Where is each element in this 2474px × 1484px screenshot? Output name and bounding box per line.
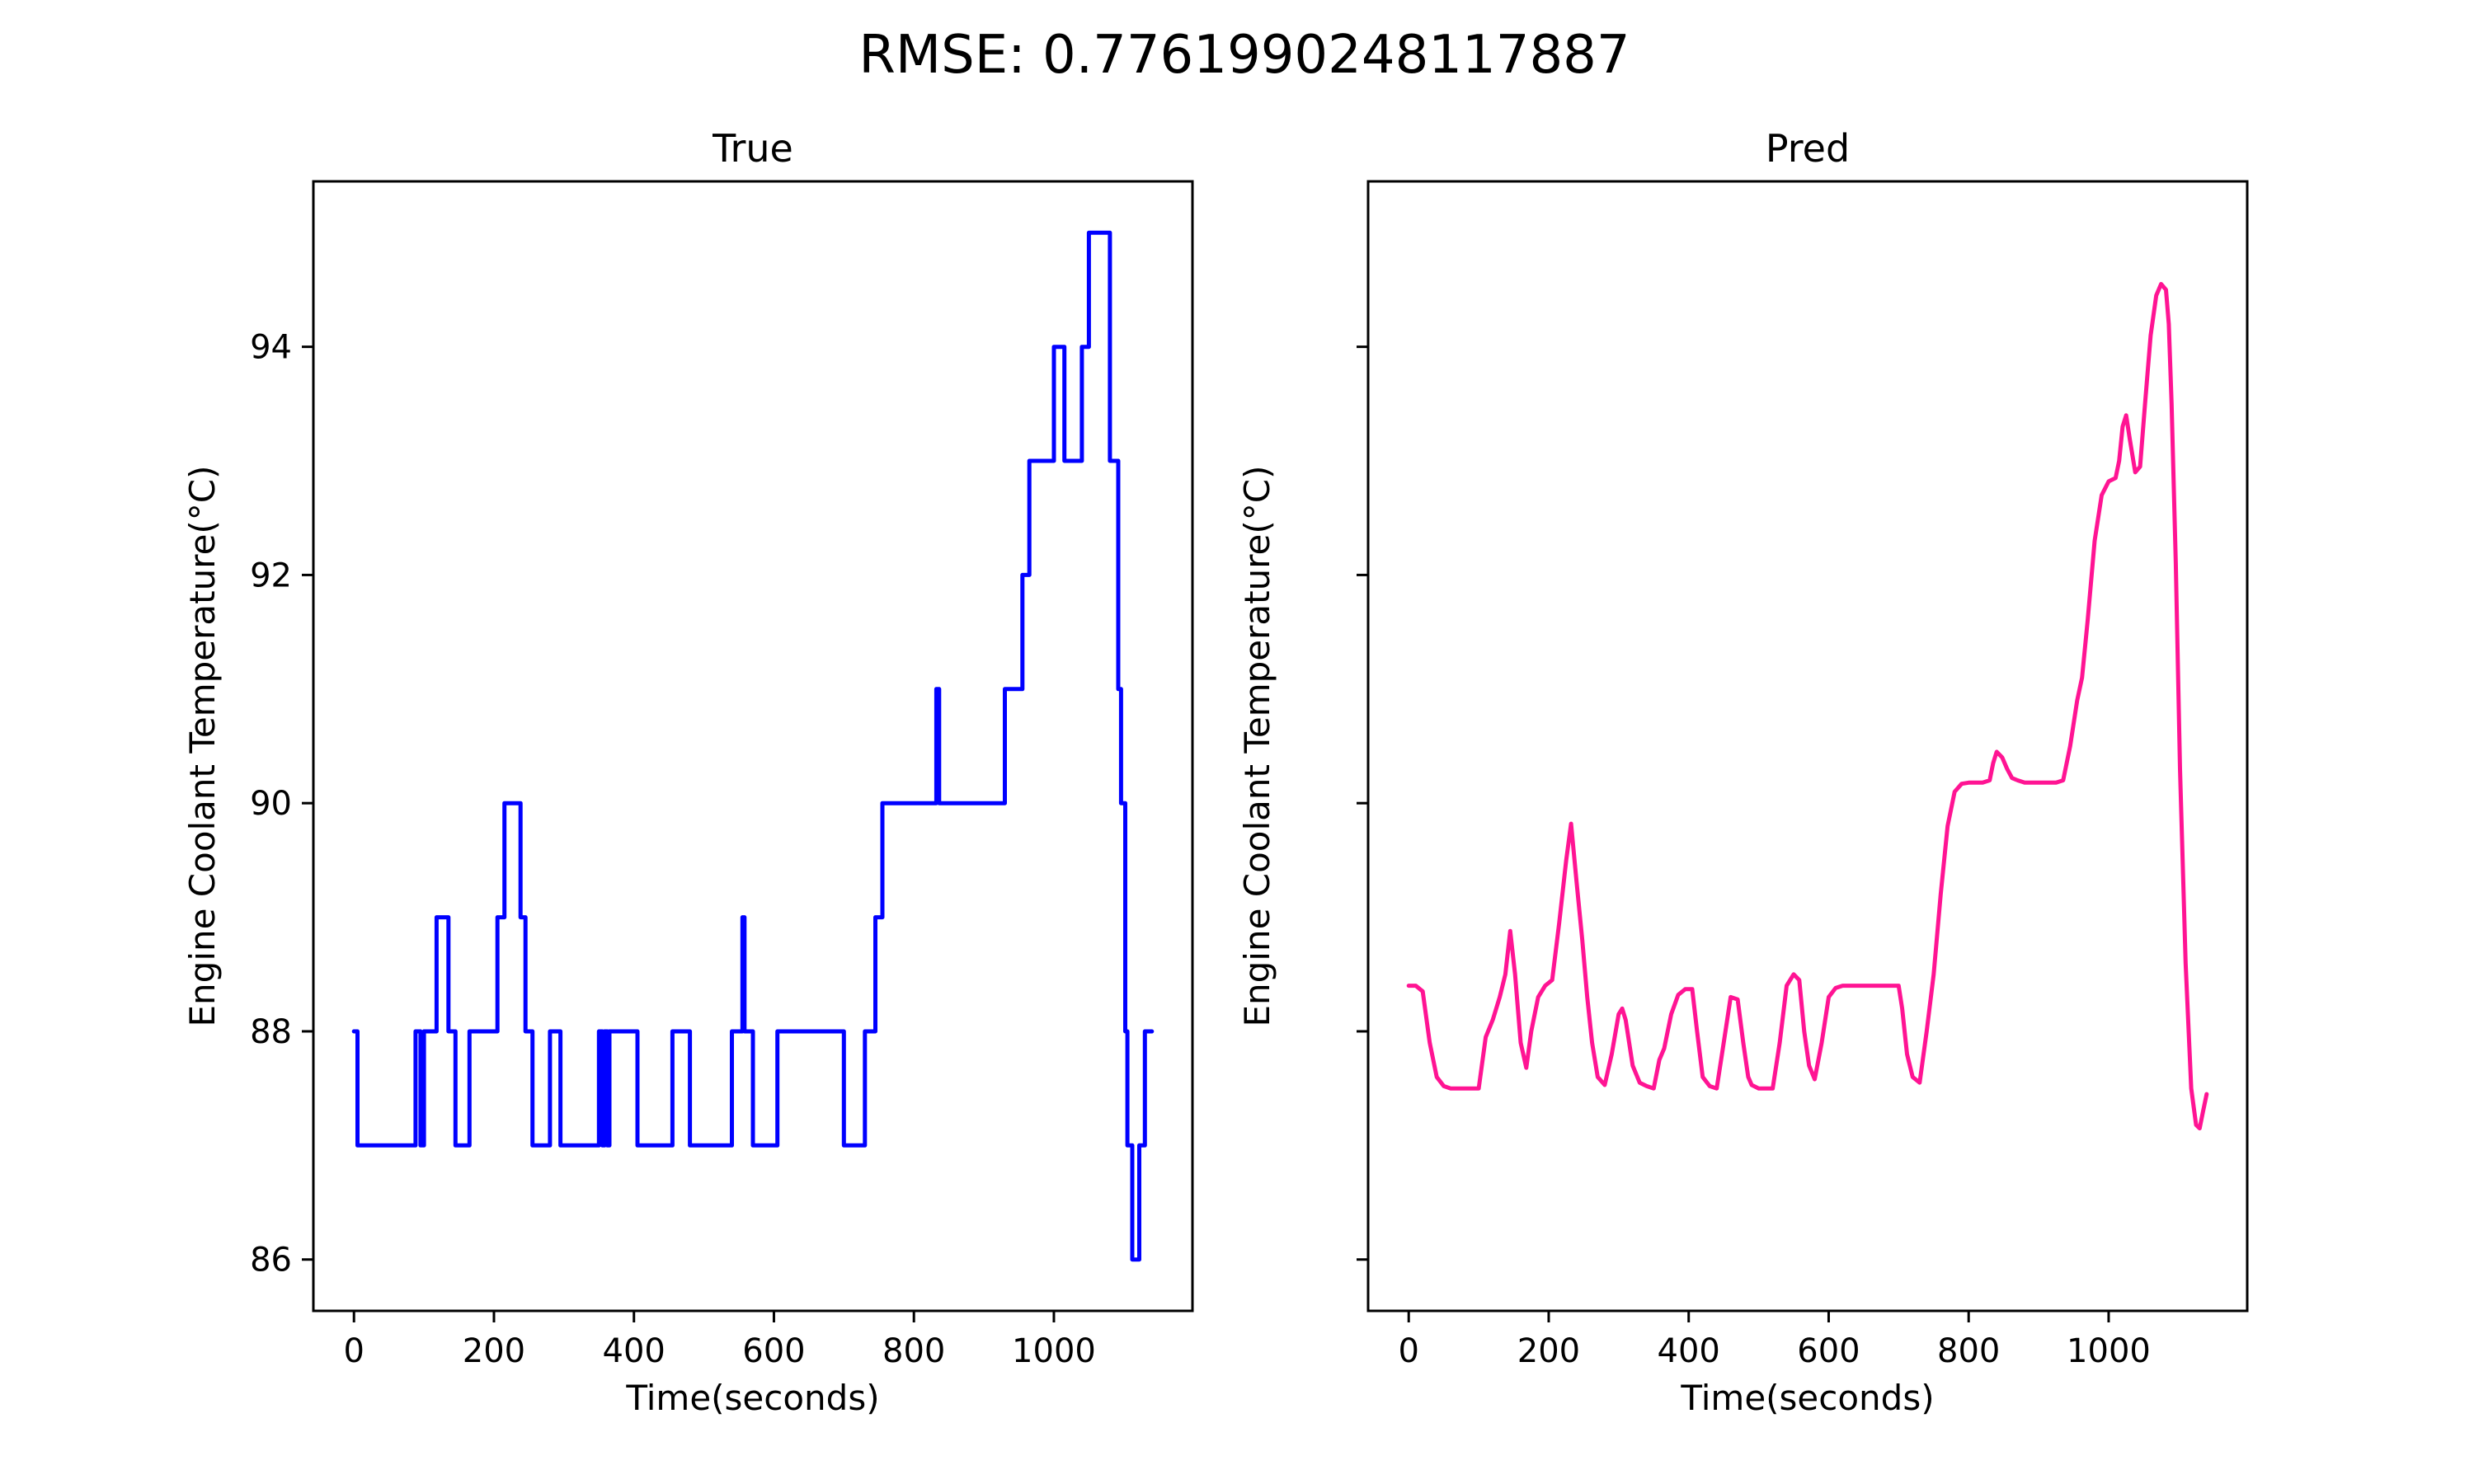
true-series-group xyxy=(351,230,1155,1262)
true-y-axis-label: Engine Coolant Temperature(°C) xyxy=(182,465,223,1026)
true-y-tick-label-1: 88 xyxy=(250,1013,292,1051)
pred-x-ticks: 0 200 400 600 800 1000 xyxy=(1398,1311,2151,1370)
true-subplot: 0 200 400 600 800 1000 86 88 90 92 94 True Time(s… xyxy=(182,126,1194,1418)
pred-x-tick-label-1: 200 xyxy=(1517,1332,1580,1370)
pred-x-tick-label-2: 400 xyxy=(1658,1332,1720,1370)
figure-suptitle: RMSE: 0.7761990248117887 xyxy=(858,25,1630,86)
pred-y-axis-label: Engine Coolant Temperature(°C) xyxy=(1237,465,1277,1026)
true-y-tick-label-0: 86 xyxy=(250,1242,292,1280)
true-series-line-0 xyxy=(351,230,1155,1262)
true-x-axis-label: Time(seconds) xyxy=(625,1378,879,1418)
pred-series-group xyxy=(1406,282,2209,1131)
true-y-ticks: 86 88 90 92 94 xyxy=(250,329,313,1280)
pred-x-tick-label-5: 1000 xyxy=(2067,1332,2151,1370)
true-x-tick-label-1: 200 xyxy=(463,1332,525,1370)
true-x-ticks: 0 200 400 600 800 1000 xyxy=(343,1311,1096,1370)
true-y-tick-label-2: 90 xyxy=(250,785,292,823)
pred-axes-frame xyxy=(1366,180,2249,1313)
true-x-tick-label-5: 1000 xyxy=(1012,1332,1096,1370)
pred-x-tick-label-4: 800 xyxy=(1937,1332,2000,1370)
true-x-tick-label-0: 0 xyxy=(343,1332,364,1370)
pred-axes-title: Pred xyxy=(1766,126,1850,171)
pred-x-tick-label-0: 0 xyxy=(1398,1332,1418,1370)
pred-subplot: 0 200 400 600 800 1000 Pred Time(seconds) Eng… xyxy=(1237,126,2249,1418)
true-y-tick-label-4: 94 xyxy=(250,329,292,367)
true-axes-title: True xyxy=(712,126,793,171)
pred-x-axis-label: Time(seconds) xyxy=(1680,1378,1934,1418)
true-x-tick-label-2: 400 xyxy=(603,1332,666,1370)
pred-series-line-0 xyxy=(1406,282,2209,1131)
true-x-tick-label-4: 800 xyxy=(882,1332,945,1370)
true-y-tick-label-3: 92 xyxy=(250,556,292,594)
true-x-tick-label-3: 600 xyxy=(742,1332,805,1370)
true-axes-frame xyxy=(312,180,1194,1313)
pred-x-tick-label-3: 600 xyxy=(1797,1332,1860,1370)
pred-y-ticks xyxy=(1357,345,1368,1261)
